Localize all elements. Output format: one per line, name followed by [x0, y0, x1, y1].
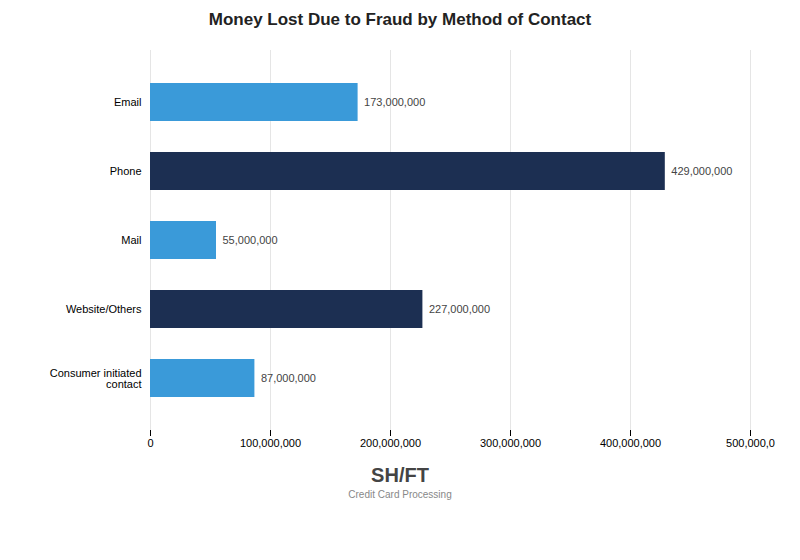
svg-text:0: 0	[147, 437, 153, 449]
svg-text:Email: Email	[114, 96, 142, 108]
svg-text:Website/Others: Website/Others	[66, 303, 142, 315]
svg-text:300,000,000: 300,000,000	[480, 437, 541, 449]
html-text:Credit Card Processing: Credit Card Processing	[348, 489, 452, 500]
svg-text:Phone: Phone	[110, 165, 142, 177]
svg-text:100,000,000: 100,000,000	[240, 437, 301, 449]
svg-text:Consumer initiatedcontact: Consumer initiatedcontact	[50, 367, 142, 390]
svg-text:87,000,000: 87,000,000	[261, 372, 316, 384]
svg-text:500,000,0: 500,000,0	[726, 437, 775, 449]
svg-text:55,000,000: 55,000,000	[223, 234, 278, 246]
svg-text:173,000,000: 173,000,000	[364, 96, 425, 108]
html-text:SH/FT: SH/FT	[371, 464, 429, 486]
svg-text:Mail: Mail	[121, 234, 141, 246]
svg-text:429,000,000: 429,000,000	[671, 165, 732, 177]
svg-text:400,000,000: 400,000,000	[600, 437, 661, 449]
html-text:Money Lost Due to Fraud by Met: Money Lost Due to Fraud by Method of Con…	[208, 10, 592, 29]
svg-text:227,000,000: 227,000,000	[429, 303, 490, 315]
svg-text:200,000,000: 200,000,000	[360, 437, 421, 449]
